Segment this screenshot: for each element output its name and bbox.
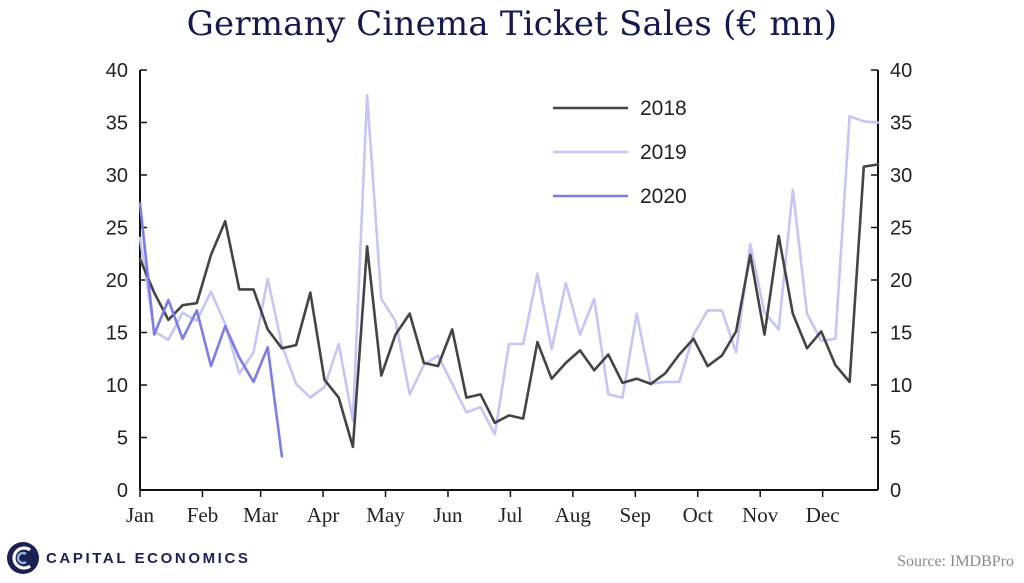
legend-label-2018: 2018: [640, 97, 687, 120]
x-tick-label: Jan: [126, 503, 154, 527]
y-tick-label-left: 20: [106, 270, 128, 292]
x-tick-label: Jun: [433, 503, 463, 527]
y-tick-label-right: 25: [890, 218, 912, 240]
x-tick-label: Apr: [307, 503, 340, 527]
y-tick-label-right: 0: [890, 480, 901, 502]
y-tick-label-left: 0: [117, 480, 128, 502]
x-tick-label: May: [366, 503, 405, 527]
x-tick-label: Feb: [187, 503, 219, 527]
x-tick-label: Jul: [498, 503, 523, 527]
y-tick-label-left: 35: [106, 113, 128, 135]
y-tick-label-right: 5: [890, 428, 901, 450]
y-tick-label-right: 15: [890, 323, 912, 345]
y-tick-label-left: 25: [106, 218, 128, 240]
y-tick-label-right: 35: [890, 113, 912, 135]
brand-logo: CAPITAL ECONOMICS: [6, 538, 250, 578]
y-tick-label-right: 40: [890, 60, 912, 82]
brand-name: CAPITAL ECONOMICS: [46, 549, 251, 567]
series-line-2018: [138, 163, 880, 449]
x-tick-label: Dec: [806, 503, 840, 527]
series-lines: [138, 93, 880, 458]
y-tick-label-right: 30: [890, 165, 912, 187]
x-tick-label: Mar: [243, 503, 278, 527]
y-tick-label-right: 20: [890, 270, 912, 292]
x-tick-label: Sep: [620, 503, 652, 527]
x-tick-label: Nov: [742, 503, 779, 527]
legend-label-2020: 2020: [640, 185, 687, 208]
legend-label-2019: 2019: [640, 141, 687, 164]
capital-economics-logo-icon: [7, 542, 39, 574]
y-tick-label-left: 5: [117, 428, 128, 450]
y-tick-label-left: 15: [106, 323, 128, 345]
series-line-2019: [138, 93, 880, 436]
y-tick-label-right: 10: [890, 375, 912, 397]
legend: 2018 2019 2020: [553, 97, 687, 208]
series-line-2020: [138, 202, 284, 458]
y-tick-label-left: 30: [106, 165, 128, 187]
source-note: Source: IMDBPro: [897, 553, 1014, 570]
y-tick-label-left: 10: [106, 375, 128, 397]
chart-title: Germany Cinema Ticket Sales (€ mn): [186, 4, 838, 44]
x-tick-label: Aug: [555, 503, 592, 527]
y-tick-label-left: 40: [106, 60, 128, 82]
x-tick-label: Oct: [683, 503, 713, 527]
